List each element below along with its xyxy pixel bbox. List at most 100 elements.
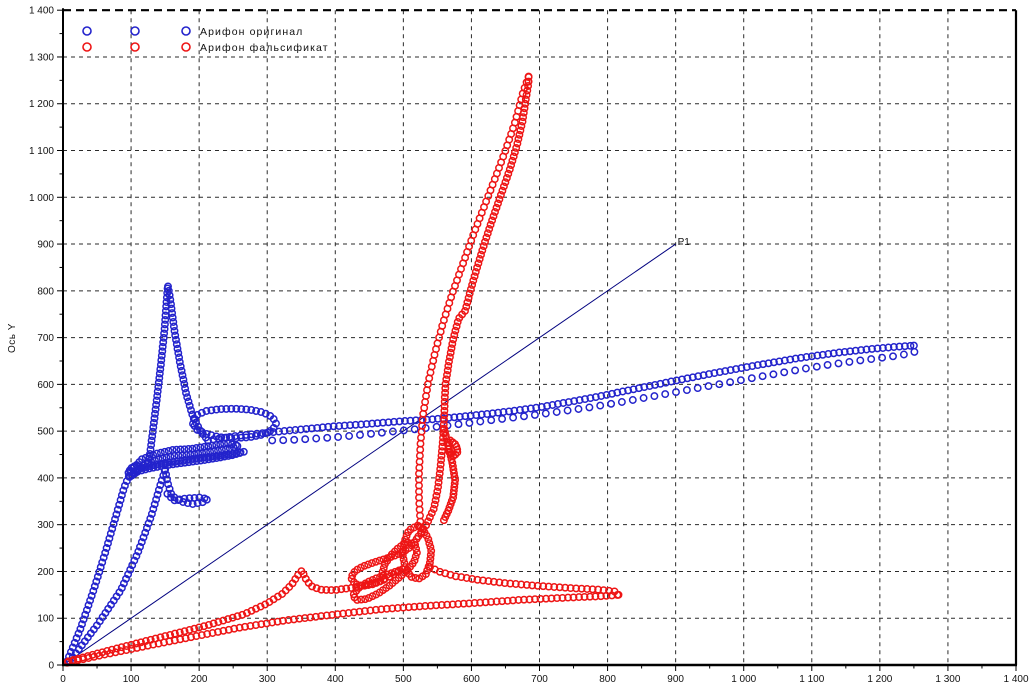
data-point — [146, 635, 155, 644]
data-point — [427, 509, 436, 518]
legend: Арифон оригинал Арифон фальсификат — [82, 26, 329, 54]
data-point — [899, 350, 908, 359]
data-point — [88, 650, 97, 659]
data-point — [160, 329, 169, 338]
data-point — [736, 376, 745, 385]
data-point — [508, 156, 517, 165]
legend-item-falsifikat[interactable]: Арифон фальсификат — [82, 42, 329, 54]
data-point — [227, 404, 236, 413]
data-point — [157, 459, 166, 468]
data-point — [613, 388, 622, 397]
data-point — [495, 195, 504, 204]
data-point — [182, 388, 190, 397]
data-point — [462, 574, 471, 582]
data-point — [207, 431, 216, 440]
data-point — [400, 417, 409, 425]
data-point — [93, 649, 102, 658]
data-point — [502, 173, 511, 182]
data-point — [200, 622, 208, 631]
data-point — [488, 216, 497, 225]
data-point — [656, 379, 665, 388]
data-point — [156, 360, 165, 369]
data-point — [153, 490, 162, 499]
data-point — [564, 593, 572, 602]
data-point — [258, 429, 267, 438]
data-point — [296, 425, 305, 434]
data-point — [520, 412, 528, 421]
data-point — [553, 400, 562, 408]
data-point — [373, 419, 382, 428]
data-point — [367, 429, 375, 438]
data-point — [176, 362, 185, 371]
data-point — [441, 379, 450, 388]
data-point — [379, 563, 388, 572]
data-point — [261, 409, 270, 418]
data-point — [372, 578, 381, 587]
data-point — [423, 566, 432, 575]
data-point — [443, 600, 452, 609]
data-point — [235, 623, 244, 632]
data-point — [273, 617, 282, 626]
data-point — [446, 348, 455, 357]
data-point — [356, 581, 365, 590]
data-point — [591, 592, 600, 601]
data-point — [478, 246, 487, 255]
data-point — [436, 460, 445, 469]
data-point — [351, 420, 360, 429]
data-point — [173, 344, 182, 353]
data-point — [119, 579, 128, 588]
data-point — [552, 408, 561, 416]
data-point — [232, 404, 241, 413]
data-point — [517, 122, 526, 130]
data-point — [512, 143, 521, 152]
data-point — [910, 347, 919, 356]
data-point — [268, 436, 277, 445]
data-point — [780, 368, 789, 377]
data-point — [177, 366, 186, 375]
data-point — [236, 448, 245, 457]
data-point — [204, 452, 213, 461]
data-point — [371, 557, 380, 566]
data-point — [448, 600, 457, 609]
data-point — [492, 597, 501, 606]
data-point — [407, 572, 416, 581]
data-point — [639, 394, 648, 402]
data-point — [510, 148, 519, 157]
p1-annotation-label: P1 — [678, 237, 691, 248]
data-point — [483, 229, 492, 238]
data-point — [449, 335, 458, 344]
legend-label-falsifikat: Арифон фальсификат — [200, 42, 329, 54]
legend-item-original[interactable]: Арифон оригинал — [82, 26, 303, 38]
data-point — [268, 618, 277, 627]
data-point — [481, 237, 489, 246]
data-point — [566, 584, 575, 593]
data-point — [161, 632, 170, 641]
data-point — [349, 590, 358, 599]
data-point — [216, 451, 225, 460]
data-point — [742, 363, 751, 372]
data-point — [434, 483, 443, 491]
y-tick-label: 100 — [37, 614, 54, 625]
data-point — [104, 539, 112, 548]
data-point — [585, 403, 594, 412]
data-point — [279, 436, 288, 445]
data-point — [184, 397, 193, 406]
data-point — [472, 411, 481, 420]
data-point — [185, 401, 194, 410]
data-point — [477, 410, 486, 419]
data-point — [505, 407, 513, 416]
data-point — [79, 615, 88, 624]
data-point — [242, 405, 251, 414]
data-point — [230, 624, 239, 633]
data-point — [232, 449, 241, 457]
y-tick-label: 800 — [37, 286, 54, 297]
data-point — [141, 637, 150, 645]
data-point — [233, 612, 242, 621]
data-point — [575, 396, 584, 405]
data-point — [515, 406, 524, 414]
data-point — [379, 575, 388, 584]
data-point — [594, 585, 603, 594]
data-point — [503, 596, 512, 605]
data-point — [823, 360, 832, 369]
data-point — [257, 408, 265, 416]
